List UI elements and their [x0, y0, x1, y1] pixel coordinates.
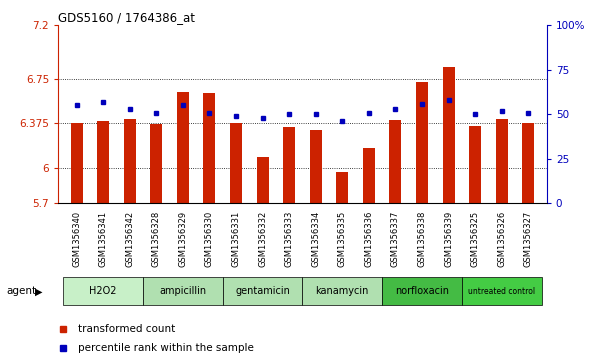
Text: H2O2: H2O2 [89, 286, 117, 296]
Bar [257, 157, 269, 203]
Bar [283, 127, 295, 203]
Bar [124, 119, 136, 203]
Text: percentile rank within the sample: percentile rank within the sample [78, 343, 254, 354]
Bar [230, 123, 242, 203]
Text: untreated control: untreated control [468, 287, 535, 296]
Bar [389, 120, 401, 203]
Bar [442, 67, 455, 203]
Bar [150, 124, 163, 203]
Bar [71, 123, 82, 203]
Bar [223, 277, 302, 305]
Text: gentamicin: gentamicin [235, 286, 290, 296]
Bar [143, 277, 223, 305]
Bar [64, 277, 143, 305]
Bar [416, 82, 428, 203]
Text: ampicillin: ampicillin [159, 286, 207, 296]
Bar [382, 277, 462, 305]
Text: kanamycin: kanamycin [316, 286, 369, 296]
Text: agent: agent [6, 286, 36, 296]
Bar [522, 123, 534, 203]
Bar [496, 119, 508, 203]
Text: norfloxacin: norfloxacin [395, 286, 449, 296]
Bar [310, 130, 322, 203]
Bar [302, 277, 382, 305]
Bar [363, 147, 375, 203]
Bar [469, 126, 481, 203]
Bar [462, 277, 541, 305]
Text: ▶: ▶ [35, 286, 42, 296]
Text: GDS5160 / 1764386_at: GDS5160 / 1764386_at [58, 11, 195, 24]
Text: transformed count: transformed count [78, 323, 175, 334]
Bar [97, 122, 109, 203]
Bar [336, 172, 348, 203]
Bar [177, 92, 189, 203]
Bar [203, 93, 216, 203]
